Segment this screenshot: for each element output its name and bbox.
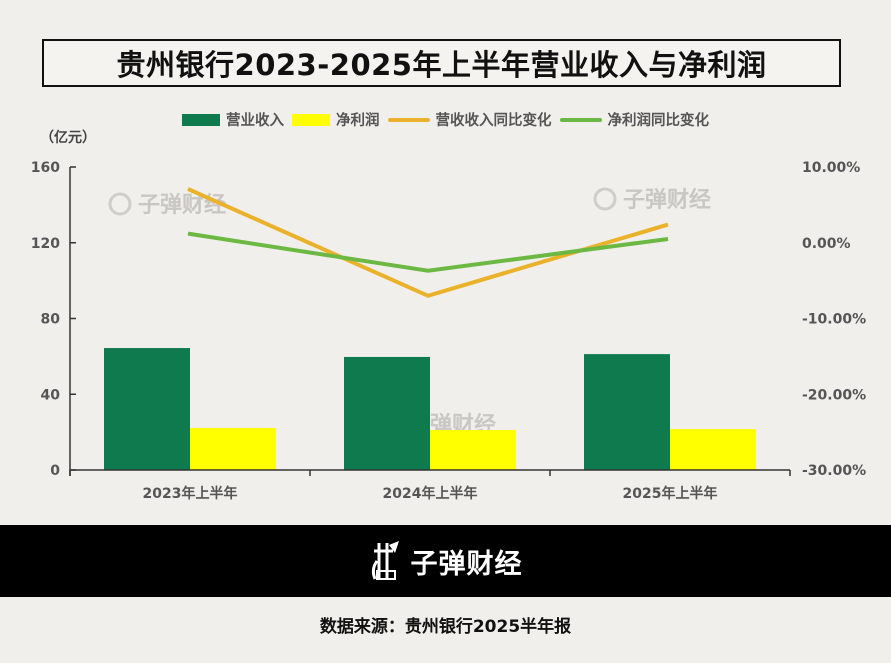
y-tick-label: 120 <box>31 236 60 252</box>
bar-revenue <box>584 354 670 470</box>
legend-item-net-profit: 净利润 <box>292 109 380 130</box>
bar-net-profit <box>190 427 276 470</box>
legend-label: 净利润同比变化 <box>607 113 710 129</box>
y2-tick-label: -30.00% <box>802 463 866 479</box>
bars <box>104 348 756 470</box>
y2-tick-label: -10.00% <box>802 312 866 328</box>
y-tick-label: 40 <box>41 387 61 403</box>
y-axis-unit: （亿元） <box>40 130 96 146</box>
line-profit-yoy <box>187 231 669 273</box>
bar-revenue <box>344 356 430 470</box>
brand-banner: 子弹财经 <box>0 525 891 597</box>
legend-swatch-profit-yoy <box>559 117 602 122</box>
data-source: 数据来源：贵州银行2025半年报 <box>319 617 572 637</box>
watermark: 子弹财经 <box>593 187 711 213</box>
y2-tick-label: -20.00% <box>802 387 866 403</box>
legend-item-revenue-yoy: 营收收入同比变化 <box>387 109 552 130</box>
chart-title-box: 贵州银行2023-2025年上半年营业收入与净利润 <box>42 39 841 87</box>
y2-tick-label: 10.00% <box>802 160 860 176</box>
legend-label: 净利润 <box>336 113 380 129</box>
brand-logo-icon <box>371 541 399 580</box>
y-tick-label: 0 <box>50 463 60 479</box>
y2-tick-label: 0.00% <box>802 236 851 252</box>
axes: 0 40 80 120 160 -30.00% -20.00% -10.00% 0.00% 10.… <box>31 160 866 502</box>
brand-name: 子弹财经 <box>410 548 523 580</box>
legend-item-profit-yoy: 净利润同比变化 <box>559 109 710 130</box>
legend-swatch-revenue-yoy <box>387 117 430 122</box>
bar-revenue <box>104 348 190 470</box>
y-tick-label: 80 <box>41 312 61 328</box>
bar-net-profit <box>430 430 516 470</box>
x-category-label: 2023年上半年 <box>143 485 238 502</box>
legend-label: 营业收入 <box>226 113 284 129</box>
legend-swatch-net-profit <box>292 113 330 126</box>
legend: 营业收入 净利润 营收收入同比变化 净利润同比变化 <box>0 109 891 130</box>
svg-text:子弹财经: 子弹财经 <box>623 187 711 213</box>
y-tick-label: 160 <box>31 160 60 176</box>
legend-item-revenue: 营业收入 <box>182 109 284 130</box>
bar-net-profit <box>670 429 756 470</box>
chart-title: 贵州银行2023-2025年上半年营业收入与净利润 <box>116 48 767 82</box>
legend-label: 营收收入同比变化 <box>435 113 552 129</box>
lines <box>187 187 669 298</box>
x-category-label: 2024年上半年 <box>383 485 478 502</box>
watermark: 子弹财经 <box>108 192 226 218</box>
x-category-label: 2025年上半年 <box>623 485 718 502</box>
legend-swatch-revenue <box>182 113 220 126</box>
svg-text:子弹财经: 子弹财经 <box>138 192 226 218</box>
